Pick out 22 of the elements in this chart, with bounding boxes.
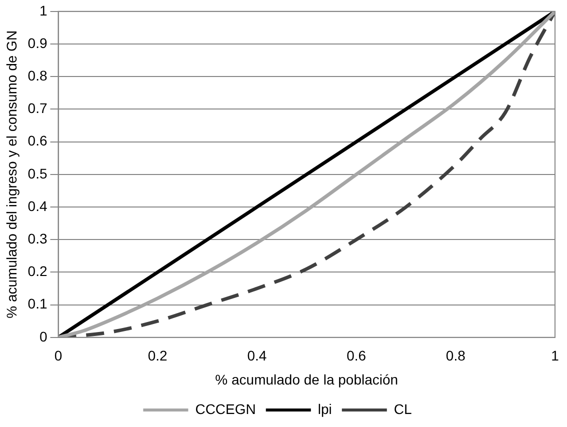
legend-label: CL: [394, 400, 412, 417]
y-tick-label: 0.5: [28, 165, 48, 182]
x-tick-label: 0.2: [148, 348, 168, 364]
y-axis-title: % acumulado del ingreso y el consumo de GN: [3, 30, 20, 318]
x-tick-label: 0.4: [247, 348, 267, 364]
y-tick-label: 0.9: [28, 34, 48, 51]
y-tick-label: 0.4: [28, 198, 48, 214]
x-axis-title: % acumulado de la población: [215, 371, 398, 388]
y-tick-label: 0: [39, 328, 48, 344]
x-tick-label: 0.8: [446, 348, 466, 364]
x-tick-label: 1: [551, 348, 560, 364]
y-tick-label: 0.3: [28, 230, 48, 246]
y-tick-label: 0.6: [28, 132, 48, 149]
y-tick-label: 1: [39, 2, 48, 18]
y-tick-label: 0.7: [28, 100, 48, 116]
y-tick-label: 0.1: [28, 296, 48, 312]
legend-label: lpi: [318, 400, 332, 417]
y-tick-label: 0.8: [28, 67, 48, 84]
legend-label: CCCEGN: [195, 400, 256, 417]
x-tick-label: 0.6: [346, 348, 366, 364]
y-tick-label: 0.2: [28, 263, 48, 280]
x-tick-label: 0: [54, 348, 62, 364]
